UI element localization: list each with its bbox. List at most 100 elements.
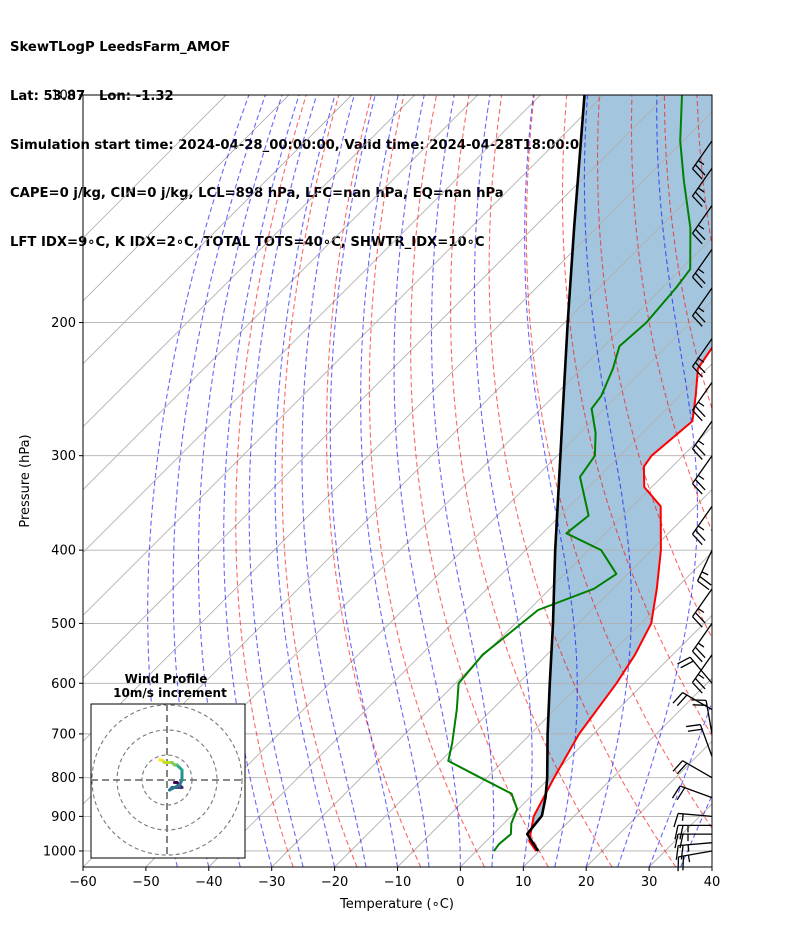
hodograph-content xyxy=(91,704,245,858)
barb-flag xyxy=(692,483,703,495)
wind-barb xyxy=(674,824,712,840)
dry-adiabat xyxy=(596,95,712,639)
y-tick-label: 600 xyxy=(51,677,76,692)
x-tick-label: −40 xyxy=(195,875,222,890)
dry-adiabat xyxy=(450,95,613,867)
barb-flag xyxy=(694,479,706,491)
barb-flag xyxy=(676,694,688,707)
y-tick-label: 300 xyxy=(51,449,76,464)
dry-adiabat xyxy=(368,95,485,867)
y-tick-label: 700 xyxy=(51,727,76,742)
y-axis-label: Pressure (hPa) xyxy=(18,434,33,527)
barb-half xyxy=(697,474,705,480)
wind-barb xyxy=(674,833,712,849)
isotherm-line xyxy=(83,95,227,239)
wind-barb xyxy=(673,812,713,828)
barb-flag xyxy=(676,762,688,775)
moist-adiabat xyxy=(648,700,712,867)
wind-barb xyxy=(691,420,713,460)
x-tick-label: 0 xyxy=(456,875,464,890)
barb-flag xyxy=(692,533,703,546)
moist-adiabat xyxy=(430,95,495,867)
barb-flag xyxy=(697,580,710,591)
dry-adiabat xyxy=(525,95,712,830)
barb-flag xyxy=(694,405,706,418)
isotherm-line xyxy=(397,551,712,867)
moist-adiabat xyxy=(147,95,250,867)
barb-flag xyxy=(694,529,706,541)
barb-half xyxy=(697,160,705,166)
barb-flag xyxy=(699,575,712,586)
isotherm-line xyxy=(83,95,416,428)
isotherm-line xyxy=(711,866,712,867)
y-tick-label: 800 xyxy=(51,771,76,786)
moist-adiabat xyxy=(393,95,461,867)
barb-flag xyxy=(692,409,703,422)
barb-flag xyxy=(680,845,684,860)
barb-shaft xyxy=(691,167,713,197)
title: SkewTLogP LeedsFarm_AMOF xyxy=(10,40,231,56)
barb-half xyxy=(687,855,691,863)
barb-flag xyxy=(692,195,703,208)
barb-shaft xyxy=(691,654,713,683)
barb-flag xyxy=(676,787,686,801)
x-axis: −60 −50 −40 −30 −20 −10 0 10 20 30 40 xyxy=(69,867,720,890)
wind-barb xyxy=(691,588,713,628)
dewpoint-line xyxy=(447,95,692,852)
hodograph-segment xyxy=(168,783,181,792)
hodograph-inset: Wind Profile 10m/s increment xyxy=(90,672,246,859)
x-tick-label: 20 xyxy=(578,875,595,890)
barb-flag xyxy=(694,444,706,456)
barb-flag xyxy=(691,699,707,702)
barb-flag xyxy=(692,616,703,628)
x-tick-label: −20 xyxy=(321,875,348,890)
x-tick-label: −30 xyxy=(258,875,285,890)
y-tick-label: 400 xyxy=(51,544,76,559)
moist-adiabat xyxy=(473,95,533,867)
y-tick-label: 200 xyxy=(51,316,76,331)
convective-params: CAPE=0 j/kg, CIN=0 j/kg, LCL=898 hPa, LF… xyxy=(10,186,504,202)
wind-barb xyxy=(691,654,713,694)
barb-flag xyxy=(694,646,706,659)
barb-shaft xyxy=(678,850,713,858)
isotherm-line xyxy=(83,95,478,491)
moist-adiabat xyxy=(197,95,283,867)
dry-adiabat xyxy=(326,95,422,867)
moist-adiabat xyxy=(524,95,578,867)
barb-shaft xyxy=(679,785,713,799)
barb-shaft xyxy=(691,382,713,411)
barb-half xyxy=(697,268,705,274)
barb-flag xyxy=(673,813,679,828)
barb-flag xyxy=(692,232,703,245)
barb-shaft xyxy=(682,691,713,711)
y-tick-label: 100 xyxy=(51,89,76,104)
location: Lat: 53.87 Lon: -1.32 xyxy=(10,89,174,104)
barb-flag xyxy=(692,315,703,327)
wind-barb xyxy=(672,760,713,779)
barb-shaft xyxy=(678,842,713,847)
isotherm-line xyxy=(334,488,712,867)
wind-barb xyxy=(675,842,713,860)
hodograph-title: Wind Profile xyxy=(125,672,208,686)
barb-half xyxy=(697,525,705,531)
x-tick-label: −50 xyxy=(132,875,159,890)
wind-barb xyxy=(691,140,713,180)
barb-shaft xyxy=(691,623,713,652)
barb-shaft xyxy=(699,724,713,757)
dry-adiabat xyxy=(410,95,549,867)
moist-adiabat xyxy=(583,95,632,867)
y-tick-label: 500 xyxy=(51,617,76,632)
moist-adiabat xyxy=(360,95,430,867)
barb-flag xyxy=(692,168,703,180)
wind-barb xyxy=(691,248,713,289)
dry-adiabat xyxy=(488,95,677,867)
dry-adiabat xyxy=(235,95,307,867)
isotherm-line xyxy=(522,677,712,867)
barb-shaft xyxy=(691,140,713,170)
barb-flag xyxy=(694,228,706,241)
wind-barb xyxy=(691,382,713,422)
barb-shaft xyxy=(678,812,713,818)
isotherm-line xyxy=(208,363,712,867)
barb-half xyxy=(687,844,690,852)
